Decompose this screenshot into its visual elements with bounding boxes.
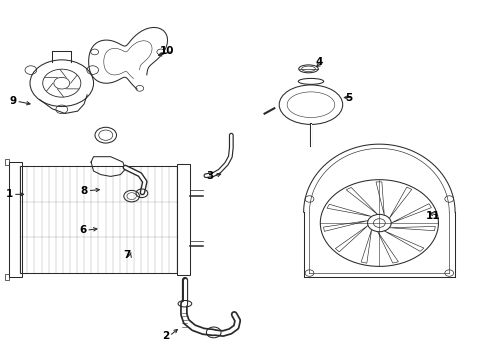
Text: 2: 2 <box>162 331 169 341</box>
Text: 7: 7 <box>123 250 130 260</box>
Text: 4: 4 <box>316 57 323 67</box>
Text: 1: 1 <box>6 189 13 199</box>
Bar <box>176 164 190 275</box>
Text: 6: 6 <box>79 225 86 235</box>
Bar <box>9 162 22 277</box>
Text: 10: 10 <box>160 46 174 56</box>
Text: 11: 11 <box>426 211 441 221</box>
Text: 8: 8 <box>80 186 88 196</box>
Bar <box>20 166 176 273</box>
Text: 3: 3 <box>206 171 213 181</box>
Text: 9: 9 <box>9 96 16 106</box>
Bar <box>4 159 9 165</box>
Bar <box>4 274 9 280</box>
Text: 5: 5 <box>345 93 352 103</box>
